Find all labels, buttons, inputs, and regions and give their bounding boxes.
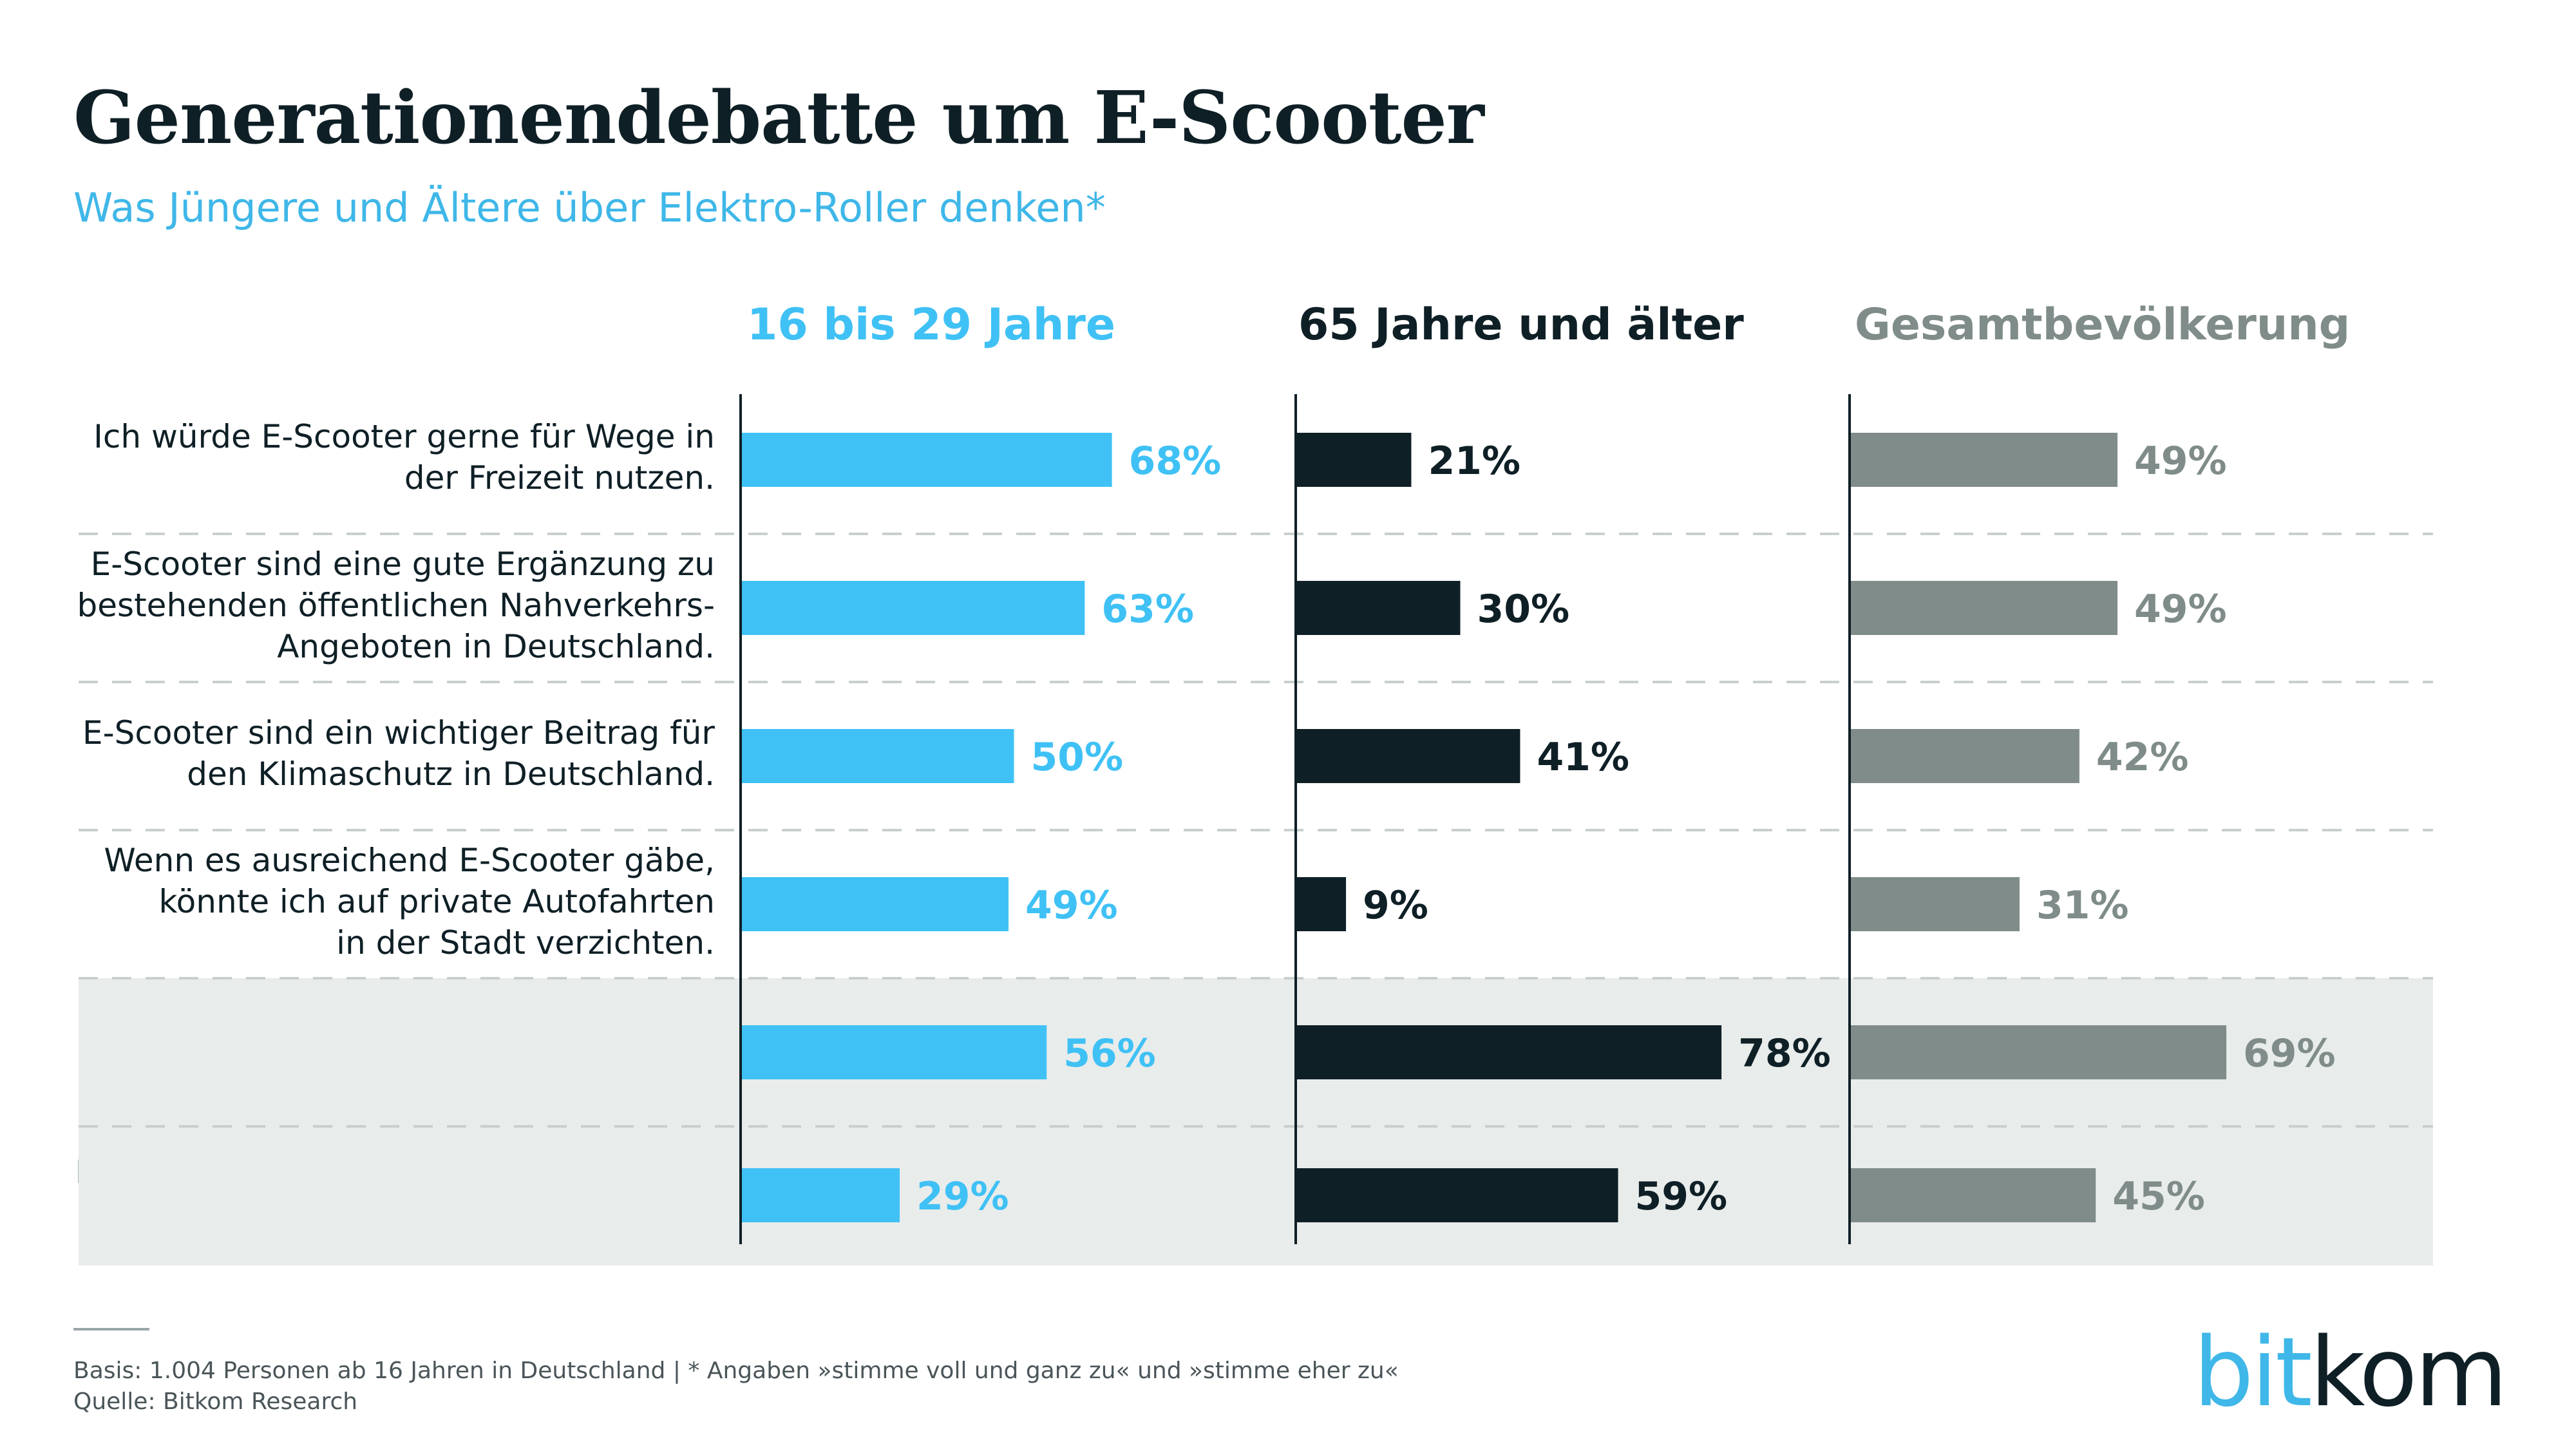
- footer-divider: [73, 1328, 149, 1331]
- value-label-old-row-4: 9%: [1363, 883, 1428, 928]
- value-label-old-row-3: 41%: [1537, 735, 1629, 780]
- bar-old-row-2: [1297, 581, 1461, 635]
- bar-young-row-4: [742, 877, 1009, 931]
- bar-total-row-6: [1851, 1168, 2096, 1222]
- value-label-total-row-2: 49%: [2134, 587, 2227, 632]
- bar-young-row-2: [742, 581, 1085, 635]
- row-label-2: E-Scooter sind eine gute Ergänzung zu bes…: [71, 544, 715, 667]
- row-label-line: den Klimaschutz in Deutschland.: [187, 755, 715, 793]
- value-label-total-row-4: 31%: [2036, 883, 2129, 928]
- bar-young-row-6: [742, 1168, 900, 1222]
- series-header-old: 65 Jahre und älter: [1298, 299, 1744, 350]
- bar-young-row-1: [742, 433, 1112, 487]
- value-label-total-row-1: 49%: [2134, 439, 2227, 484]
- bar-total-row-1: [1851, 433, 2118, 487]
- value-label-old-row-6: 59%: [1635, 1174, 1728, 1219]
- value-label-young-row-6: 29%: [916, 1174, 1009, 1219]
- value-label-total-row-6: 45%: [2112, 1174, 2205, 1219]
- row-label-1: Ich würde E-Scooter gerne für Wege in der…: [71, 416, 715, 498]
- value-label-old-row-5: 78%: [1738, 1031, 1831, 1076]
- row-label-4: Wenn es ausreichend E-Scooter gäbe, könnt…: [71, 840, 715, 963]
- footnote-basis: Basis: 1.004 Personen ab 16 Jahren in De…: [73, 1358, 1399, 1384]
- value-label-total-row-3: 42%: [2096, 735, 2189, 780]
- row-label-line: Angeboten in Deutschland.: [277, 628, 715, 665]
- row-label-line: Wenn es ausreichend E-Scooter gäbe,: [104, 842, 715, 879]
- series-header-total: Gesamtbevölkerung: [1855, 299, 2351, 350]
- highlight-band: [79, 978, 2433, 1265]
- chart-title: Generationendebatte um E-Scooter: [73, 76, 1484, 160]
- value-label-young-row-1: 68%: [1129, 439, 1222, 484]
- value-label-old-row-1: 21%: [1428, 439, 1520, 484]
- row-label-line: in der Stadt verzichten.: [336, 924, 715, 961]
- bar-total-row-3: [1851, 729, 2079, 783]
- bar-old-row-3: [1297, 729, 1520, 783]
- bar-young-row-3: [742, 729, 1014, 783]
- bar-old-row-1: [1297, 433, 1412, 487]
- row-label-line: der Freizeit nutzen.: [404, 459, 715, 497]
- value-label-total-row-5: 69%: [2243, 1031, 2336, 1076]
- value-label-young-row-3: 50%: [1031, 735, 1124, 780]
- bar-total-row-2: [1851, 581, 2118, 635]
- bar-young-row-5: [742, 1025, 1047, 1079]
- bar-old-row-6: [1297, 1168, 1618, 1222]
- bitkom-logo: bitkom: [2193, 1317, 2508, 1428]
- bar-total-row-5: [1851, 1025, 2227, 1079]
- series-header-young: 16 bis 29 Jahre: [747, 299, 1115, 350]
- row-label-3: E-Scooter sind ein wichtiger Beitrag für…: [71, 712, 715, 795]
- footnote-source: Quelle: Bitkom Research: [73, 1388, 358, 1415]
- bar-old-row-5: [1297, 1025, 1722, 1079]
- row-label-line: Ich würde E-Scooter gerne für Wege in: [93, 418, 715, 455]
- value-label-young-row-5: 56%: [1063, 1031, 1156, 1076]
- row-label-line: E-Scooter sind eine gute Ergänzung zu: [90, 545, 715, 583]
- bar-old-row-4: [1297, 877, 1347, 931]
- row-label-line: könnte ich auf private Autofahrten: [158, 883, 715, 920]
- value-label-young-row-2: 63%: [1101, 587, 1194, 632]
- chart-subtitle: Was Jüngere und Ältere über Elektro-Roll…: [73, 184, 1106, 231]
- row-label-line: bestehenden öffentlichen Nahverkehrs-: [77, 587, 715, 624]
- bar-total-row-4: [1851, 877, 2020, 931]
- value-label-old-row-2: 30%: [1477, 587, 1570, 632]
- value-label-young-row-4: 49%: [1025, 883, 1118, 928]
- row-label-line: E-Scooter sind ein wichtiger Beitrag für: [82, 714, 715, 752]
